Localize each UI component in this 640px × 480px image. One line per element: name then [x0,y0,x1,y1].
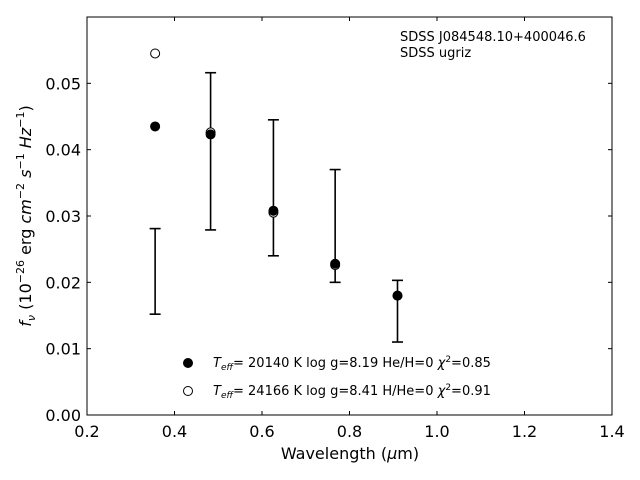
error-bar [267,119,279,257]
legend: Teff= 20140 K log g=8.19 He/H=0 χ2=0.85 … [183,355,491,401]
x-tick-label: 0.4 [162,422,187,441]
annotation-survey: SDSS ugriz [400,46,471,61]
x-tick-label: 1.0 [424,422,449,441]
y-tick-label: 0.00 [45,406,81,425]
legend-1-chi2: 0.85 [462,356,491,371]
annotation-object-name: SDSS J084548.10+400046.6 [400,30,586,45]
error-bar [205,71,217,231]
x-axis-label: Wavelength (μm) [281,444,419,463]
legend-2-comp: H/He=0 [382,384,433,399]
model-points [150,48,403,301]
model-point-filled [330,258,341,269]
x-tick-label: 0.8 [337,422,362,441]
x-tick-label: 0.2 [74,422,99,441]
y-tick-label: 0.05 [45,74,81,93]
y-axis-label: fν (10−26 erg cm−2 s−1 Hz−1) [14,105,38,326]
y-tick-label: 0.01 [45,340,81,359]
legend-marker-filled [183,358,193,368]
model-point-filled [205,129,216,140]
model-point-filled [392,290,403,301]
legend-2-teff: 24166 [248,384,289,399]
error-bar [391,279,403,343]
legend-1-comp: He/H=0 [382,356,433,371]
model-point-filled [150,121,161,132]
x-tick-label: 1.2 [512,422,537,441]
legend-entry-1: Teff= 20140 K log g=8.19 He/H=0 χ2=0.85 [213,355,491,373]
legend-entry-2: Teff= 24166 K log g=8.41 H/He=0 χ2=0.91 [213,383,491,401]
legend-1-logg: 8.19 [349,356,378,371]
legend-1-teff: 20140 [248,356,289,371]
axis-ticks: 0.2 0.4 0.6 0.8 1.0 1.2 1.4 0.00 0.01 0.02 0.03 0.0… [45,17,625,441]
error-bar [149,227,161,315]
legend-2-chi2: 0.91 [462,384,491,399]
legend-2-logg: 8.41 [349,384,378,399]
y-tick-label: 0.02 [45,273,81,292]
x-tick-label: 0.6 [249,422,274,441]
legend-marker-open [183,386,193,396]
y-tick-label: 0.03 [45,207,81,226]
model-point-filled [268,205,279,216]
model-point-open [150,48,161,59]
y-tick-label: 0.04 [45,141,81,160]
x-tick-label: 1.4 [599,422,624,441]
